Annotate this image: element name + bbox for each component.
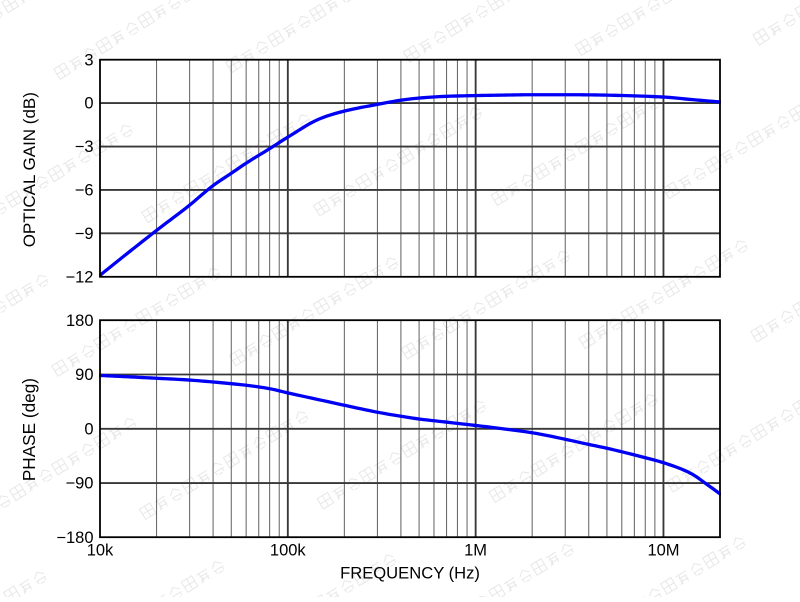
svg-text:1M: 1M bbox=[464, 541, 487, 559]
svg-text:−180: −180 bbox=[56, 529, 93, 547]
svg-text:3: 3 bbox=[84, 51, 93, 69]
svg-text:FREQUENCY (Hz): FREQUENCY (Hz) bbox=[340, 563, 480, 582]
svg-text:PHASE (deg): PHASE (deg) bbox=[19, 378, 39, 481]
svg-text:−90: −90 bbox=[66, 475, 94, 493]
svg-text:OPTICAL GAIN (dB): OPTICAL GAIN (dB) bbox=[20, 92, 39, 247]
svg-text:−9: −9 bbox=[75, 225, 94, 243]
svg-text:100k: 100k bbox=[270, 541, 307, 559]
svg-text:−3: −3 bbox=[75, 138, 94, 156]
svg-text:180: 180 bbox=[66, 312, 94, 330]
svg-text:90: 90 bbox=[75, 366, 93, 384]
svg-text:0: 0 bbox=[84, 420, 93, 438]
svg-text:−12: −12 bbox=[66, 268, 94, 286]
svg-text:0: 0 bbox=[84, 95, 93, 113]
svg-text:−6: −6 bbox=[75, 182, 94, 200]
svg-text:10k: 10k bbox=[87, 541, 114, 559]
svg-text:10M: 10M bbox=[647, 541, 679, 559]
